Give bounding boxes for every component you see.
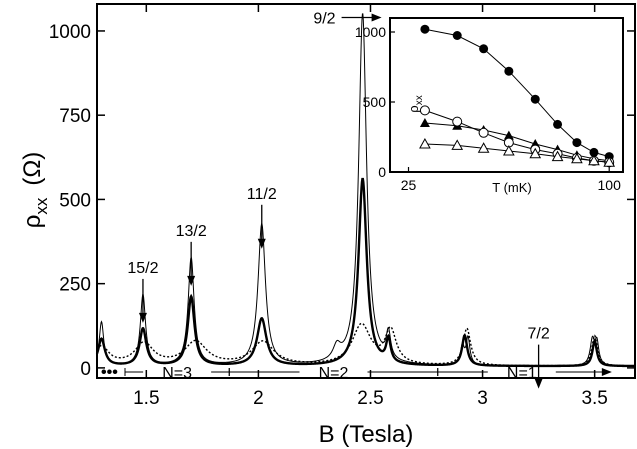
landau-level-bands: N=3 N=2 N=1 ••• <box>101 364 612 382</box>
y-axis-title: ρxx (Ω) <box>19 152 51 229</box>
x-tick-label: 2.5 <box>357 388 383 409</box>
y-tick-label: 1000 <box>49 22 91 43</box>
series-thin-line <box>96 13 635 367</box>
inset-point-open-triangle <box>588 154 600 166</box>
inset-point-open-circle <box>478 127 489 138</box>
band-arrowhead <box>601 368 612 376</box>
curves-layer <box>95 13 636 368</box>
inset-x-tick-label: 100 <box>598 177 622 193</box>
annotation-arrowhead <box>138 312 147 323</box>
plot-frame <box>96 3 636 379</box>
series-thick-line <box>95 177 635 368</box>
annotation-arrowhead <box>257 238 266 249</box>
band-label: N=2 <box>319 365 349 382</box>
svg-text:ρxx(Ω): ρxx (Ω) <box>19 152 51 229</box>
x-ticks: 1.5 2 2.5 3 3.5 <box>133 4 608 409</box>
inset-point-open-triangle <box>419 137 431 149</box>
y-tick-label: 750 <box>59 106 91 127</box>
inset-point-filled-triangle <box>503 130 514 140</box>
inset-point-filled-triangle <box>419 118 430 127</box>
annotation-label: 11/2 <box>247 186 277 203</box>
annotation-label: 13/2 <box>176 223 207 240</box>
x-tick-label: 3.5 <box>581 388 607 409</box>
annotation-label: 15/2 <box>127 260 158 277</box>
inset-y-tick-label: 1000 <box>355 24 386 40</box>
series-dotted-line <box>96 322 636 367</box>
inset-point-filled-circle <box>479 44 489 54</box>
inset-point-filled-circle <box>452 31 462 40</box>
inset-point-open-circle <box>419 105 430 116</box>
y-axis-rho: ρ <box>19 215 46 229</box>
inset-point-filled-circle <box>572 138 582 148</box>
inset-y-sub: xx <box>414 95 425 105</box>
inset-point-filled-circle <box>553 119 563 129</box>
y-tick-label: 0 <box>80 359 91 380</box>
band-label: N=3 <box>162 365 192 382</box>
annotation-arrowhead <box>187 275 196 286</box>
band-label: N=1 <box>507 365 537 382</box>
inset-y-rho: ρ <box>406 105 421 112</box>
inset-y-axis-title: ρxx <box>406 95 425 112</box>
annotation-arrowhead <box>534 378 543 389</box>
inset-point-open-triangle <box>551 150 564 162</box>
inset-point-open-triangle <box>571 152 583 164</box>
inset-point-open-triangle <box>477 142 490 153</box>
inset-point-filled-circle <box>420 24 430 34</box>
y-axis-sub: xx <box>32 197 51 215</box>
inset-y-tick-label: 500 <box>363 94 387 110</box>
inset-point-open-triangle <box>603 156 616 167</box>
y-tick-label: 250 <box>59 275 91 296</box>
band-ellipsis: ••• <box>101 364 118 381</box>
annotation-arrowhead <box>371 13 382 22</box>
x-axis-title: B (Tesla) <box>319 421 414 448</box>
x-tick-label: 2 <box>253 388 264 409</box>
inset-y-tick-label: 0 <box>378 164 386 180</box>
inset-point-filled-circle <box>504 66 514 76</box>
inset-x-axis-title: T (mK) <box>492 180 531 195</box>
annotation-label: 7/2 <box>527 326 549 343</box>
svg-text:ρxx: ρxx <box>406 95 425 112</box>
inset-point-open-triangle <box>529 147 542 159</box>
annotation-label: 9/2 <box>313 10 335 27</box>
inset-x-tick-label: 25 <box>401 177 417 193</box>
peak-annotations: 15/2 13/2 11/2 9/2 7/2 <box>127 10 550 389</box>
x-tick-label: 1.5 <box>133 388 159 409</box>
inset-point-open-triangle <box>451 139 464 150</box>
inset-point-filled-circle <box>530 94 540 104</box>
inset-point-open-circle <box>452 116 463 127</box>
inset-point-filled-circle <box>589 147 599 157</box>
y-axis-unit: (Ω) <box>19 152 46 186</box>
x-tick-label: 3 <box>477 388 488 409</box>
y-tick-label: 500 <box>59 190 91 211</box>
inset-point-open-triangle <box>503 144 515 156</box>
